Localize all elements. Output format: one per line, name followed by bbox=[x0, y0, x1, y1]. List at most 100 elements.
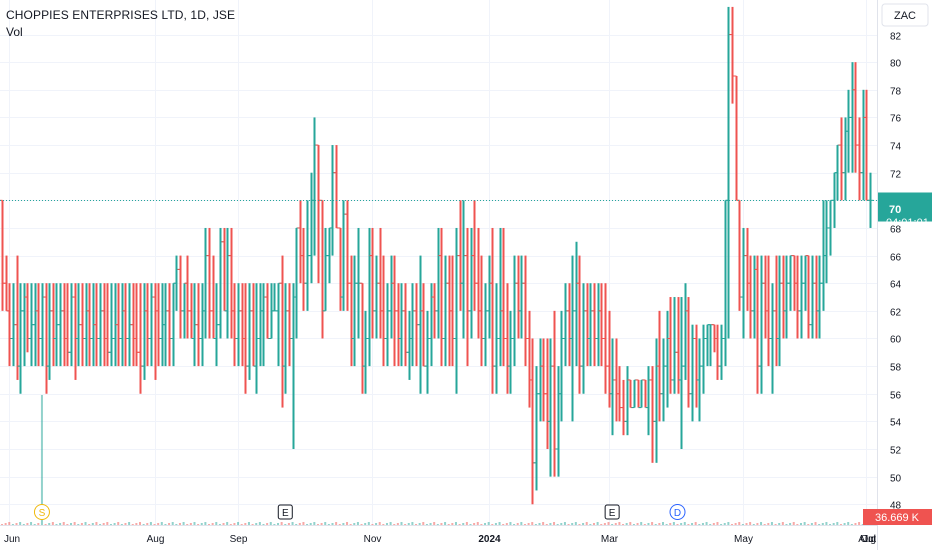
volume-bar bbox=[295, 524, 298, 525]
price-scale-panel[interactable] bbox=[877, 0, 932, 550]
volume-bar bbox=[520, 522, 523, 525]
ohlc-bar bbox=[442, 255, 449, 367]
event-markers: SEEDE bbox=[33, 504, 686, 520]
volume-bar bbox=[128, 522, 131, 525]
volume-bar bbox=[636, 523, 639, 525]
volume-bar bbox=[716, 522, 719, 525]
volume-bar bbox=[567, 524, 570, 525]
volume-bar bbox=[135, 523, 138, 525]
ohlc-bar bbox=[718, 324, 725, 380]
volume-bar bbox=[745, 523, 748, 525]
volume-bar bbox=[589, 524, 592, 525]
volume-bar bbox=[139, 522, 142, 525]
price-tick-label: 78 bbox=[890, 87, 902, 98]
volume-bar bbox=[247, 522, 250, 525]
volume-bar bbox=[622, 524, 625, 525]
volume-bar bbox=[712, 523, 715, 525]
event-marker-earnings[interactable]: E bbox=[604, 504, 620, 520]
time-tick-label: Aug bbox=[858, 534, 876, 545]
volume-bar bbox=[643, 524, 646, 525]
volume-bar bbox=[40, 395, 43, 525]
volume-bar bbox=[429, 523, 432, 525]
volume-bar bbox=[280, 522, 283, 525]
volume-bar bbox=[698, 524, 701, 525]
volume-bar bbox=[741, 524, 744, 525]
ohlc-bar bbox=[736, 199, 743, 311]
last-price-badge: 70 04:01:01 bbox=[878, 192, 932, 229]
volume-bar bbox=[4, 523, 7, 525]
volume-bar bbox=[578, 524, 581, 525]
volume-bar bbox=[505, 523, 508, 525]
volume-bar bbox=[117, 522, 120, 525]
ohlc-bar bbox=[522, 255, 529, 367]
volume-bar bbox=[433, 522, 436, 525]
volume-indicator-label[interactable]: Vol bbox=[6, 25, 23, 39]
volume-bar bbox=[799, 523, 802, 525]
chart-legend: CHOPPIES ENTERPRISES LTD, 1D, JSE Vol bbox=[6, 8, 235, 39]
volume-bar bbox=[618, 522, 621, 525]
volume-bar bbox=[513, 524, 516, 525]
volume-bar bbox=[752, 524, 755, 525]
volume-bar bbox=[88, 524, 91, 525]
ohlc-bar bbox=[246, 283, 253, 380]
volume-bar bbox=[502, 524, 505, 525]
volume-bar bbox=[661, 522, 664, 525]
volume-bar bbox=[629, 522, 632, 525]
price-tick-label: 62 bbox=[890, 308, 902, 319]
price-scale-ticks: 48 50 52 54 56 58 60 62 64 66 68 70 72 74 76 78 80 82 bbox=[890, 32, 902, 512]
volume-histogram bbox=[1, 395, 871, 525]
price-tick-label: 76 bbox=[890, 114, 902, 125]
volume-bar bbox=[473, 523, 476, 525]
volume-bar bbox=[730, 524, 733, 525]
symbol-title[interactable]: CHOPPIES ENTERPRISES LTD, 1D, JSE bbox=[6, 8, 236, 22]
volume-bar bbox=[26, 523, 29, 525]
volume-bar bbox=[534, 524, 537, 525]
volume-bar bbox=[375, 523, 378, 525]
event-marker-earnings[interactable]: E bbox=[277, 504, 293, 520]
volume-bar bbox=[44, 524, 47, 525]
volume-bar bbox=[571, 523, 574, 525]
price-tick-label: 68 bbox=[890, 225, 902, 236]
volume-bar bbox=[484, 523, 487, 525]
volume-bar bbox=[287, 523, 290, 525]
volume-bar bbox=[734, 523, 737, 525]
event-marker-dividend[interactable]: D bbox=[669, 504, 686, 520]
volume-bar bbox=[651, 522, 654, 525]
price-tick-label: 60 bbox=[890, 335, 902, 346]
volume-bar bbox=[701, 523, 704, 525]
time-tick-label: Oct bbox=[860, 534, 876, 545]
time-tick-label: May bbox=[734, 534, 753, 545]
ohlc-bar bbox=[809, 255, 816, 339]
volume-bar bbox=[763, 524, 766, 525]
volume-bar bbox=[640, 522, 643, 525]
volume-value-badge: 36.669 K bbox=[863, 509, 932, 525]
volume-bar bbox=[273, 524, 276, 525]
price-tick-label: 58 bbox=[890, 363, 902, 374]
currency-label: ZAC bbox=[894, 10, 916, 22]
volume-bar bbox=[157, 523, 160, 525]
volume-bar bbox=[95, 522, 98, 525]
volume-bar bbox=[306, 524, 309, 525]
price-tick-label: 54 bbox=[890, 418, 902, 429]
volume-bar bbox=[30, 522, 33, 525]
volume-bar bbox=[669, 523, 672, 525]
volume-bar bbox=[113, 523, 116, 525]
ohlc-bar bbox=[424, 310, 431, 394]
volume-bar bbox=[647, 523, 650, 525]
volume-bar bbox=[186, 524, 189, 525]
price-tick-label: 72 bbox=[890, 170, 902, 181]
volume-bar bbox=[523, 524, 526, 525]
ohlc-bar bbox=[827, 199, 834, 256]
volume-bar bbox=[411, 522, 414, 525]
volume-bar bbox=[556, 524, 559, 525]
currency-button[interactable]: ZAC bbox=[881, 3, 929, 27]
volume-bar bbox=[454, 522, 457, 525]
volume-bar bbox=[705, 522, 708, 525]
volume-bar bbox=[654, 524, 657, 525]
volume-bar bbox=[106, 522, 109, 525]
volume-bar bbox=[251, 524, 254, 525]
event-marker-split[interactable]: S bbox=[33, 504, 50, 520]
event-marker-label: S bbox=[39, 508, 46, 519]
